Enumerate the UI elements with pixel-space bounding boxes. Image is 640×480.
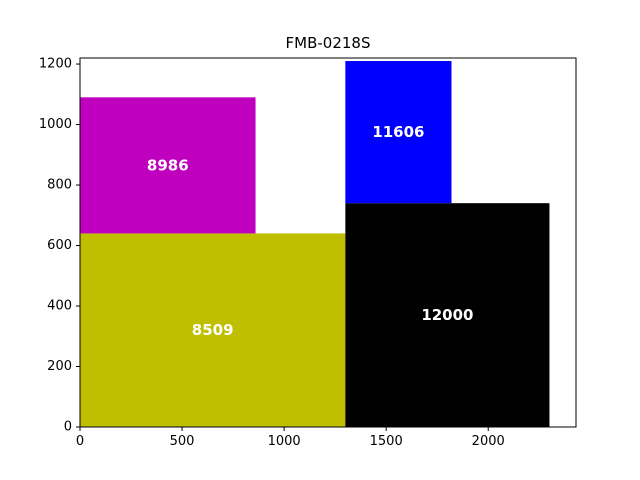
- x-tick-label-3: 1500: [370, 434, 403, 449]
- treemap-rect-2: [345, 203, 550, 427]
- y-tick-label-6: 1200: [39, 57, 72, 72]
- plot-frame: [79, 57, 577, 428]
- y-tick-label-4: 800: [47, 178, 72, 193]
- treemap-rect-label-1: 8986: [147, 156, 189, 174]
- treemap-rect-3: [345, 61, 452, 204]
- treemap-rect-label-2: 12000: [421, 306, 473, 324]
- treemap-rect-1: [80, 97, 256, 234]
- rects-layer: 8509 8986 12000 11606: [80, 61, 550, 427]
- y-tick-label-0: 0: [64, 420, 72, 435]
- treemap-rect-label-0: 8509: [192, 321, 234, 339]
- y-tick-label-2: 400: [47, 299, 72, 314]
- x-tick-label-2: 1000: [268, 434, 301, 449]
- treemap-rect-label-3: 11606: [372, 123, 424, 141]
- y-tick-label-3: 600: [47, 238, 72, 253]
- y-tick-label-1: 200: [47, 359, 72, 374]
- x-tick-label-1: 500: [170, 434, 195, 449]
- x-tick-label-4: 2000: [472, 434, 505, 449]
- x-tick-label-0: 0: [76, 434, 84, 449]
- chart-title: FMB-0218S: [286, 34, 371, 52]
- ticks-layer: 0 500 1000 1500 2000 0 200 400 600 800 1000 1200: [39, 57, 505, 449]
- treemap-rect-0: [80, 233, 346, 427]
- y-tick-label-5: 1000: [39, 117, 72, 132]
